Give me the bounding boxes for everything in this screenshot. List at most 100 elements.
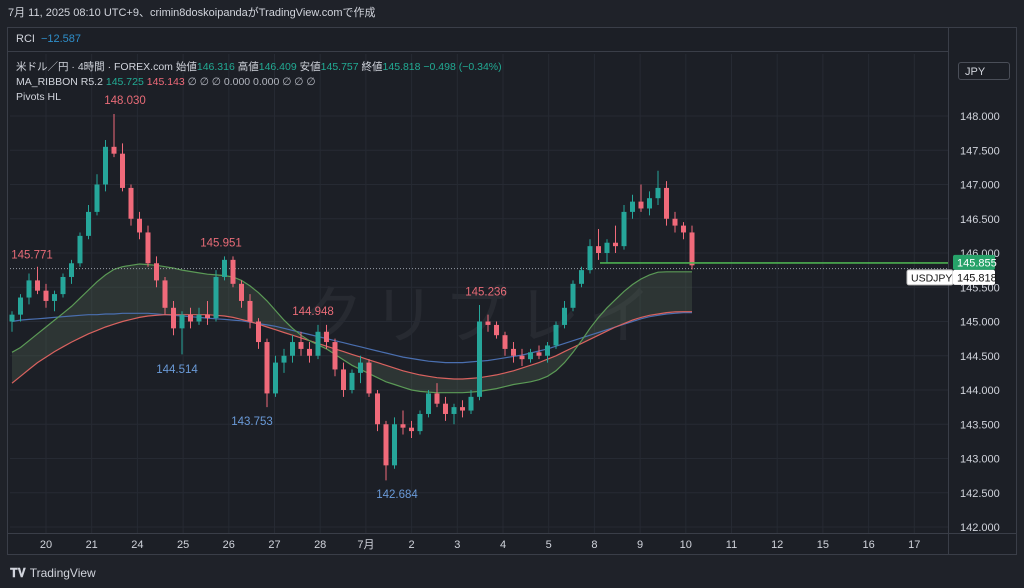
- candle-body: [536, 352, 542, 356]
- pivot-label-high: 145.771: [11, 250, 53, 262]
- ohlc-row: 米ドル／円 · 4時間 · FOREX.com 始値146.316 高値146.…: [16, 60, 502, 75]
- high-label: 高値: [237, 61, 259, 73]
- currency-button[interactable]: JPY: [958, 62, 1010, 80]
- pivot-label-high: 144.948: [292, 306, 334, 318]
- rci-pane[interactable]: RCI −12.587: [8, 28, 948, 52]
- ribbon-fast-line: [11, 263, 692, 394]
- candle-body: [468, 396, 474, 411]
- rci-label: RCI: [16, 33, 35, 45]
- candle-body: [52, 294, 57, 301]
- candle-body: [647, 198, 652, 209]
- candle-body: [154, 263, 159, 281]
- pivots-row: Pivots HL: [16, 90, 502, 105]
- x-tick-label: 4: [500, 539, 506, 551]
- symbol-label[interactable]: 米ドル／円 · 4時間 · FOREX.com: [16, 61, 173, 73]
- x-tick-label: 17: [908, 539, 920, 551]
- x-tick-label: 3: [454, 539, 460, 551]
- watermark: クリプレイ: [300, 280, 660, 354]
- footer-brand: 𝐓𝐕 TradingView: [10, 566, 96, 581]
- candle-body: [409, 427, 414, 432]
- ribbon-label[interactable]: MA_RIBBON R5.2: [16, 76, 103, 88]
- candle-body: [86, 211, 91, 236]
- candle-body: [137, 218, 142, 233]
- candle-body: [69, 263, 74, 277]
- close-value: 145.818: [382, 61, 421, 73]
- candle-body: [460, 407, 465, 411]
- candle-body: [60, 276, 66, 295]
- pivot-label-low: 143.753: [231, 416, 273, 428]
- candle-body: [443, 403, 448, 414]
- pivots-label[interactable]: Pivots HL: [16, 91, 61, 103]
- pivot-label-high: 148.030: [104, 95, 146, 107]
- candle-body: [451, 407, 457, 414]
- ribbon-value-fast: 145.725: [105, 76, 144, 88]
- candle-body: [366, 362, 372, 394]
- price-label-bg-green: [953, 254, 995, 270]
- y-tick-label: 146.500: [960, 214, 1000, 226]
- candle-body: [188, 314, 193, 322]
- candle-body: [664, 187, 669, 219]
- candle-body: [222, 259, 227, 277]
- candle-body: [528, 352, 533, 360]
- candle-body: [247, 300, 253, 322]
- y-tick-label: 147.000: [960, 180, 1000, 192]
- candle-body: [298, 342, 304, 349]
- candle-body: [196, 314, 202, 322]
- low-value: 145.757: [320, 61, 359, 73]
- candle-body: [358, 362, 363, 373]
- candle-body: [230, 259, 236, 284]
- x-tick-label: 8: [591, 539, 597, 551]
- change-value: −0.498 (−0.34%): [423, 61, 502, 73]
- candle-body: [179, 314, 185, 329]
- chart-frame: [7, 27, 1017, 555]
- high-value: 146.409: [258, 61, 297, 73]
- x-tick-label: 12: [771, 539, 783, 551]
- candle-body: [426, 393, 431, 414]
- candle-body: [35, 280, 40, 291]
- x-tick-label: 9: [637, 539, 643, 551]
- candle-body: [281, 355, 287, 363]
- candle-body: [383, 424, 389, 466]
- candle-body: [375, 393, 380, 425]
- candle-body: [43, 290, 49, 301]
- candle-body: [621, 211, 627, 247]
- price-axis-divider: [948, 28, 949, 554]
- candle-body: [494, 324, 499, 336]
- candle-body: [120, 153, 125, 188]
- candle-body: [94, 184, 100, 212]
- candle-body: [587, 246, 593, 271]
- y-tick-label: 144.000: [960, 385, 1000, 397]
- x-tick-label: 5: [546, 539, 552, 551]
- footer-brand-label: TradingView: [29, 566, 96, 580]
- x-tick-label: 16: [862, 539, 874, 551]
- candle-body: [553, 324, 559, 346]
- candle-body: [111, 146, 117, 154]
- candle-body: [332, 342, 338, 370]
- price-label-white: 145.818: [957, 272, 997, 284]
- tradingview-logo-icon: 𝐓𝐕: [10, 566, 26, 580]
- candle-body: [579, 270, 584, 284]
- rci-value: −12.587: [40, 33, 82, 45]
- price-label-green: 145.855: [957, 257, 997, 269]
- y-tick-label: 142.500: [960, 488, 1000, 500]
- candle-body: [689, 232, 695, 266]
- x-tick-label: 25: [177, 539, 189, 551]
- candle-body: [596, 246, 601, 253]
- y-tick-label: 148.000: [960, 111, 1000, 123]
- candle-body: [273, 362, 278, 394]
- chart-caption: 7月 11, 2025 08:10 UTC+9、crimin8doskoipan…: [0, 0, 1024, 26]
- candle-body: [205, 314, 210, 319]
- candle-body: [400, 424, 406, 428]
- candle-body: [502, 335, 508, 349]
- y-tick-label: 144.500: [960, 351, 1000, 363]
- candle-body: [604, 242, 610, 253]
- candle-body: [570, 283, 576, 308]
- candle-body: [290, 342, 295, 356]
- candle-body: [103, 146, 108, 185]
- candle-body: [417, 413, 423, 432]
- y-tick-label: 143.000: [960, 454, 1000, 466]
- x-tick-label: 15: [817, 539, 829, 551]
- x-tick-label: 24: [131, 539, 143, 551]
- candle-body: [477, 321, 482, 397]
